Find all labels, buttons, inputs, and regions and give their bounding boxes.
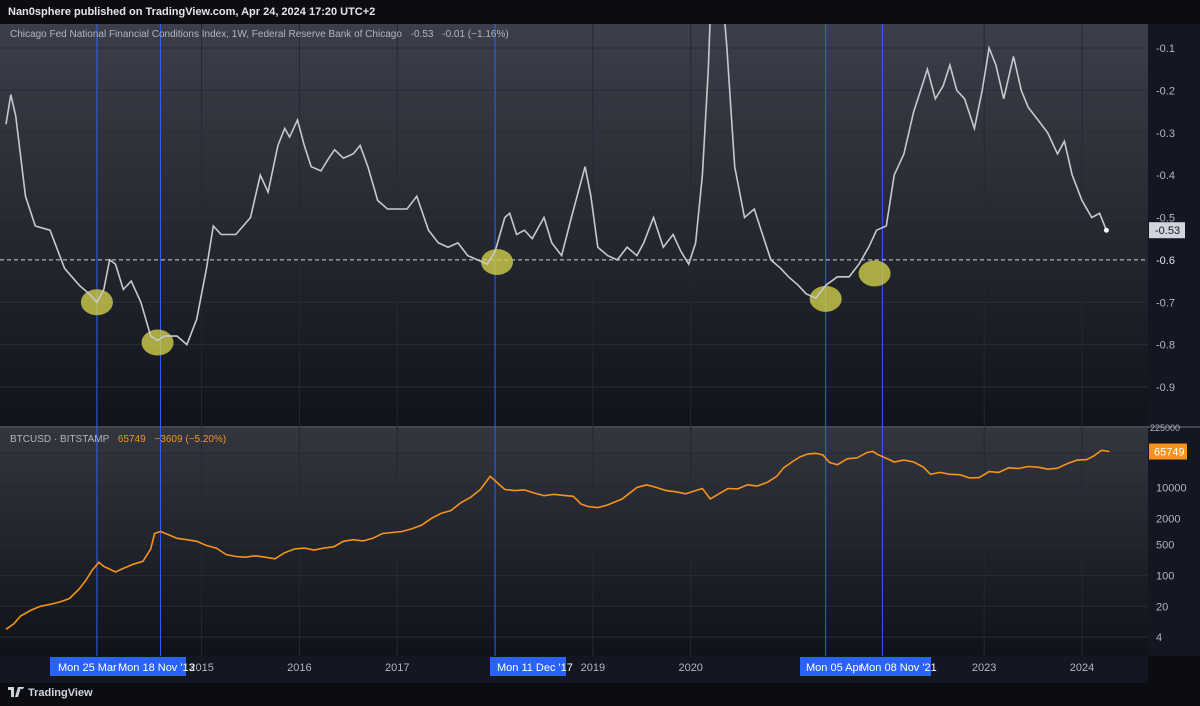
nfci-tick-label: -0.9: [1156, 382, 1175, 394]
btc-legend-title: BTCUSD · BITSTAMP: [10, 434, 110, 445]
nfci-tick-label: -0.1: [1156, 43, 1175, 55]
reference-label-bg: [1149, 251, 1185, 268]
highlight-circles: [80, 248, 891, 356]
marker-label-bg: [490, 657, 566, 676]
nfci-legend-title: Chicago Fed National Financial Condition…: [10, 29, 402, 40]
btc-tick-label: 4: [1156, 632, 1162, 644]
price-axis-bg: [1148, 24, 1200, 656]
time-axis-bg: [0, 656, 1148, 683]
nfci-legend-value: -0.53: [411, 29, 434, 40]
btc-tick-label: 225000: [1150, 423, 1180, 433]
time-tick-label: 2023: [972, 662, 996, 674]
nfci-pane-bg: [0, 24, 1148, 426]
btc-series-line: [5, 449, 1110, 630]
time-tick-label: 2020: [678, 662, 702, 674]
nfci-last-value-label: -0.53: [1155, 225, 1180, 237]
footer: TradingView: [0, 683, 1200, 706]
nfci-legend: Chicago Fed National Financial Condition…: [10, 29, 509, 40]
marker-label-bg: [800, 657, 931, 676]
nfci-series-line: [5, 24, 1108, 346]
nfci-last-point: [1103, 227, 1109, 233]
reference-label: -0.6: [1156, 255, 1175, 267]
nfci-tick-label: -0.5: [1156, 213, 1175, 225]
series-lines: [5, 24, 1110, 630]
btc-last-value-bg: [1149, 443, 1187, 460]
time-tick-label: 2017: [385, 662, 409, 674]
nfci-last-value-bg: [1149, 222, 1185, 239]
btc-legend-value: 65749: [118, 434, 146, 445]
marker-lines: [96, 24, 883, 656]
marker-label-bg: [50, 657, 186, 676]
nfci-tick-label: -0.2: [1156, 85, 1175, 97]
nfci-tick-label: -0.8: [1156, 340, 1175, 352]
marker-label: Mon 11 Dec '17: [497, 662, 573, 674]
nfci-tick-label: -0.7: [1156, 297, 1175, 309]
btc-last-value-label: 65749: [1154, 447, 1185, 459]
btc-tick-label: 500: [1156, 540, 1174, 552]
time-tick-label: 2016: [287, 662, 311, 674]
time-tick-label: 2024: [1070, 662, 1094, 674]
tradingview-brand: TradingView: [28, 687, 93, 699]
time-tick-label: 2015: [189, 662, 213, 674]
btc-legend: BTCUSD · BITSTAMP 65749 −3609 (−5.20%): [10, 434, 226, 445]
btc-legend-change: −3609 (−5.20%): [154, 434, 226, 445]
tradingview-logo[interactable]: TradingView: [8, 687, 93, 699]
highlight-circle: [481, 248, 514, 275]
btc-tick-label: 100: [1156, 571, 1174, 583]
time-tick-label: 2019: [581, 662, 605, 674]
marker-label: Mon 05 Apr: [806, 662, 863, 674]
publish-header: Nan0sphere published on TradingView.com,…: [0, 0, 1200, 24]
highlight-circle: [809, 285, 842, 312]
nfci-legend-change: -0.01 (−1.16%): [442, 29, 508, 40]
btc-pane-bg: [0, 428, 1148, 656]
highlight-circle: [141, 329, 174, 356]
btc-tick-label: 2000: [1156, 513, 1180, 525]
time-axis[interactable]: 2015 2016 2017 2019 2020 2023 2024 Mon 25 Mar '…: [50, 657, 1094, 676]
tradingview-logo-icon: [8, 687, 24, 697]
price-axis[interactable]: -0.1-0.2-0.3-0.4-0.5-0.7-0.8-0.922500060…: [1149, 43, 1187, 644]
marker-label: Mon 08 Nov '21: [860, 662, 937, 674]
marker-label: Mon 18 Nov '13: [118, 662, 195, 674]
nfci-tick-label: -0.3: [1156, 128, 1175, 140]
marker-label: Mon 25 Mar ': [58, 662, 122, 674]
nfci-tick-label: -0.4: [1156, 170, 1175, 182]
highlight-circle: [858, 260, 891, 287]
btc-tick-label: 20: [1156, 601, 1168, 613]
btc-tick-label: 10000: [1156, 482, 1187, 494]
